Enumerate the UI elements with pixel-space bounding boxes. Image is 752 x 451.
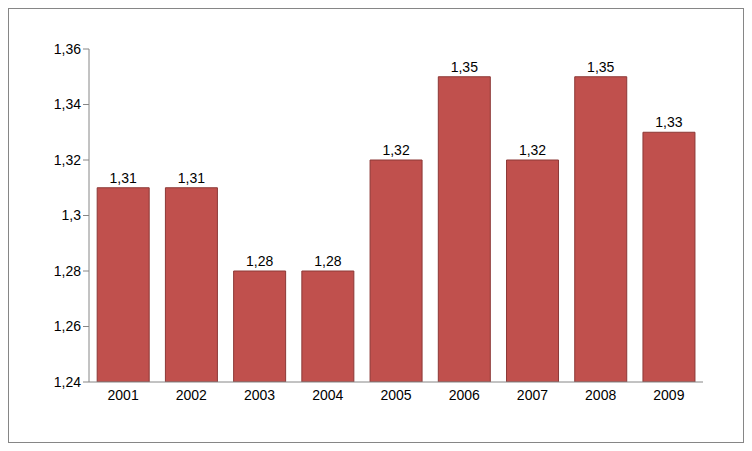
svg-text:1,26: 1,26	[54, 318, 81, 334]
svg-text:1,31: 1,31	[178, 170, 205, 186]
svg-text:2007: 2007	[517, 387, 548, 403]
svg-text:1,35: 1,35	[451, 59, 478, 75]
svg-text:1,3: 1,3	[62, 207, 82, 223]
svg-text:2009: 2009	[653, 387, 684, 403]
svg-text:2008: 2008	[585, 387, 616, 403]
svg-text:1,32: 1,32	[54, 152, 81, 168]
svg-text:1,35: 1,35	[587, 59, 614, 75]
svg-text:1,28: 1,28	[314, 253, 341, 269]
svg-text:1,34: 1,34	[54, 96, 81, 112]
svg-text:1,24: 1,24	[54, 374, 81, 390]
svg-text:1,28: 1,28	[246, 253, 273, 269]
svg-text:1,32: 1,32	[382, 142, 409, 158]
svg-text:2006: 2006	[449, 387, 480, 403]
svg-text:1,36: 1,36	[54, 41, 81, 57]
svg-text:2005: 2005	[380, 387, 411, 403]
svg-text:1,31: 1,31	[110, 170, 137, 186]
svg-text:2003: 2003	[244, 387, 275, 403]
svg-text:1,28: 1,28	[54, 263, 81, 279]
svg-text:2004: 2004	[312, 387, 343, 403]
svg-text:2002: 2002	[176, 387, 207, 403]
svg-text:2001: 2001	[108, 387, 139, 403]
svg-text:1,32: 1,32	[519, 142, 546, 158]
svg-text:1,33: 1,33	[655, 114, 682, 130]
